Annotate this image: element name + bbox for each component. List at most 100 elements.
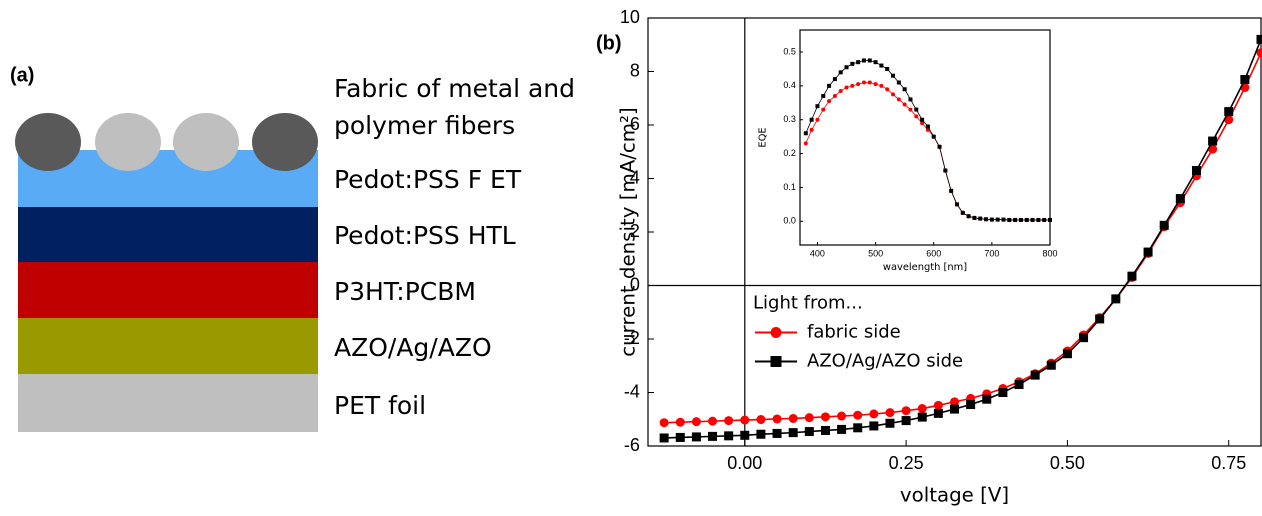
x-tick-label: 800: [1042, 248, 1057, 258]
data-point: [920, 121, 925, 126]
data-point: [1111, 294, 1121, 304]
y-tick-label: 4: [630, 167, 640, 187]
data-point: [982, 394, 992, 404]
data-point: [820, 425, 830, 435]
data-point: [838, 70, 843, 75]
data-point: [917, 404, 927, 414]
data-point: [885, 408, 895, 418]
data-point: [891, 73, 896, 78]
y-tick-label: 8: [630, 60, 640, 80]
legend-label: fabric side: [807, 322, 901, 343]
data-point: [861, 80, 866, 85]
y-tick-label: 10: [620, 7, 640, 27]
data-point: [815, 104, 820, 109]
data-point: [844, 65, 849, 70]
data-point: [937, 144, 942, 149]
data-point: [837, 424, 847, 434]
data-point: [960, 210, 965, 215]
data-point: [691, 432, 701, 442]
layer: [18, 262, 318, 318]
data-point: [972, 215, 977, 220]
fiber: [173, 113, 239, 171]
data-point: [691, 417, 701, 427]
data-point: [1007, 217, 1012, 222]
data-point: [1127, 271, 1137, 281]
layer-label: AZO/Ag/AZO: [334, 333, 492, 362]
data-point: [902, 87, 907, 92]
data-point: [832, 77, 837, 82]
data-point: [740, 430, 750, 440]
data-point: [1191, 165, 1201, 175]
data-point: [1024, 217, 1029, 222]
data-point: [772, 414, 782, 424]
layer: [18, 374, 318, 432]
y-axis-label: current density [mA/cm²]: [617, 107, 640, 356]
data-point: [1208, 144, 1218, 154]
data-point: [885, 66, 890, 71]
data-point: [1208, 136, 1218, 146]
data-point: [867, 58, 872, 63]
x-axis-label: voltage [V]: [900, 484, 1009, 507]
data-point: [837, 411, 847, 421]
data-point: [804, 427, 814, 437]
y-tick-label: -6: [624, 435, 640, 455]
data-point: [708, 416, 718, 426]
data-point: [966, 400, 976, 410]
data-point: [803, 131, 808, 136]
data-point: [989, 217, 994, 222]
y-tick-label: 0.4: [783, 80, 796, 90]
panel-label: (b): [596, 32, 622, 54]
data-point: [675, 432, 685, 442]
data-point: [861, 58, 866, 63]
data-point: [724, 416, 734, 426]
data-point: [869, 421, 879, 431]
data-point: [1256, 48, 1262, 58]
data-point: [853, 410, 863, 420]
data-point: [873, 82, 878, 87]
data-point: [1036, 217, 1041, 222]
data-point: [815, 117, 820, 122]
data-point: [931, 134, 936, 139]
data-point: [869, 409, 879, 419]
data-point: [820, 412, 830, 422]
data-point: [984, 217, 989, 222]
data-point: [873, 60, 878, 65]
data-point: [885, 87, 890, 92]
fiber: [252, 113, 318, 171]
data-point: [908, 97, 913, 102]
data-point: [821, 94, 826, 99]
data-point: [995, 217, 1000, 222]
x-tick-label: 600: [926, 248, 941, 258]
data-point: [756, 415, 766, 425]
data-point: [756, 429, 766, 439]
data-point: [740, 415, 750, 425]
data-point: [978, 216, 983, 221]
data-point: [1013, 217, 1018, 222]
legend-label: AZO/Ag/AZO side: [807, 351, 963, 372]
data-point: [1256, 34, 1262, 44]
data-point: [844, 85, 849, 90]
data-point: [1048, 217, 1052, 222]
fiber: [95, 113, 161, 171]
data-point: [933, 400, 943, 410]
data-point: [1159, 220, 1169, 230]
data-point: [1001, 217, 1006, 222]
y-tick-label: 0: [630, 274, 640, 294]
data-point: [901, 406, 911, 416]
data-point: [1014, 379, 1024, 389]
layer-label: polymer fibers: [334, 111, 515, 140]
data-point: [832, 94, 837, 99]
data-point: [803, 141, 808, 146]
y-tick-label: 0.1: [783, 182, 796, 192]
data-point: [908, 107, 913, 112]
data-point: [896, 80, 901, 85]
data-point: [853, 423, 863, 433]
data-point: [1030, 370, 1040, 380]
data-point: [856, 82, 861, 87]
y-tick-label: 6: [630, 114, 640, 134]
y-tick-label: -4: [624, 381, 640, 401]
data-point: [856, 60, 861, 65]
layer-label: Pedot:PSS HTL: [334, 221, 516, 250]
